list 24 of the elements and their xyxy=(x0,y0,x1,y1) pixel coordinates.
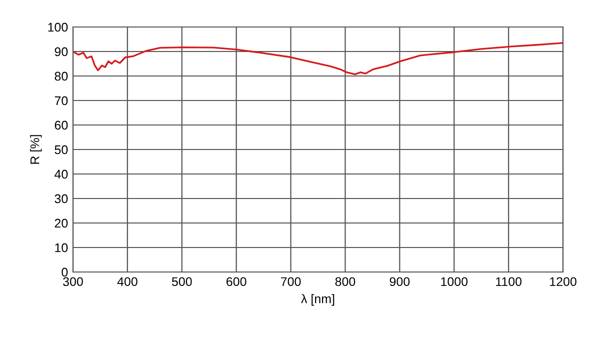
y-axis-title: R [%] xyxy=(30,135,42,164)
line-series xyxy=(73,42,563,76)
x-tick-label: 400 xyxy=(117,277,138,286)
y-tick-label: 0 xyxy=(62,268,68,277)
y-tick-label: 90 xyxy=(54,47,68,56)
x-tick-label: 1100 xyxy=(496,277,522,286)
x-tick-label: 700 xyxy=(280,277,301,286)
x-tick-label: 800 xyxy=(335,277,356,286)
y-tick-label: 50 xyxy=(54,145,68,154)
y-tick-label: 30 xyxy=(54,194,68,204)
x-tick-label: 900 xyxy=(390,277,410,286)
x-tick-label: 1200 xyxy=(550,277,576,286)
x-tick-label: 500 xyxy=(172,277,192,286)
y-tick-label: 40 xyxy=(54,170,68,179)
y-tick-label: 60 xyxy=(54,120,68,130)
x-tick-label: 600 xyxy=(226,277,246,286)
y-tick-label: 100 xyxy=(48,22,68,32)
y-tick-label: 10 xyxy=(55,243,68,252)
x-tick-label: 1000 xyxy=(441,277,468,286)
y-tick-label: 70 xyxy=(54,96,68,106)
x-tick-label: 300 xyxy=(63,277,83,286)
x-axis-title: λ [nm] xyxy=(301,294,334,306)
y-tick-label: 20 xyxy=(54,218,68,228)
y-tick-label: 80 xyxy=(54,72,68,81)
